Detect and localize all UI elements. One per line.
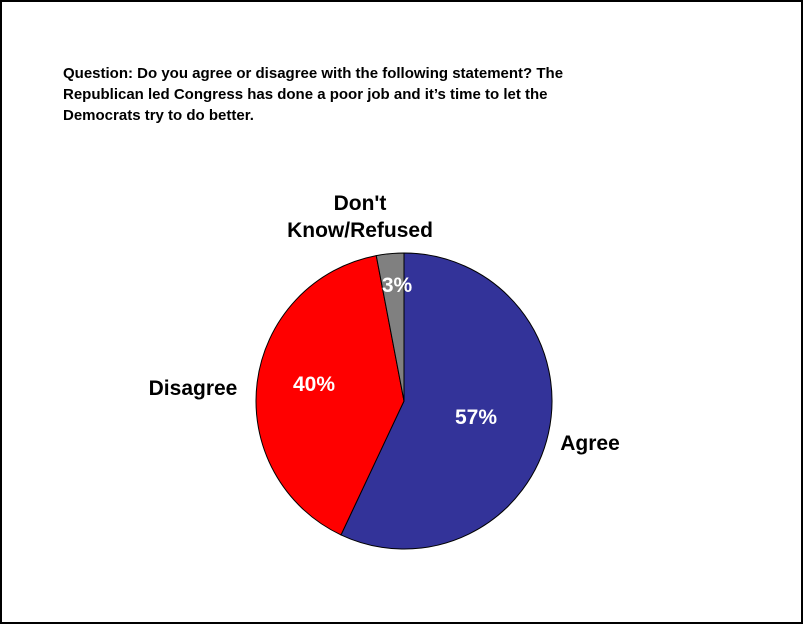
pie-slice-dont-know: [375, 252, 405, 402]
pie-slice-disagree: [255, 255, 405, 536]
question-text: Question: Do you agree or disagree with …: [63, 65, 564, 124]
value-label-disagree: 40%: [293, 373, 335, 396]
pie-slice-agree: [340, 252, 553, 550]
value-label-agree: 57%: [455, 406, 497, 429]
category-label-agree: Agree: [560, 432, 620, 455]
category-label-disagree: Disagree: [149, 377, 238, 400]
pie-chart: 57% Agree 40% Disagree 3% Don't Know/Refused: [149, 192, 620, 550]
value-label-dont-know: 3%: [382, 274, 413, 297]
category-label-dont-know: Don't Know/Refused: [287, 192, 433, 242]
